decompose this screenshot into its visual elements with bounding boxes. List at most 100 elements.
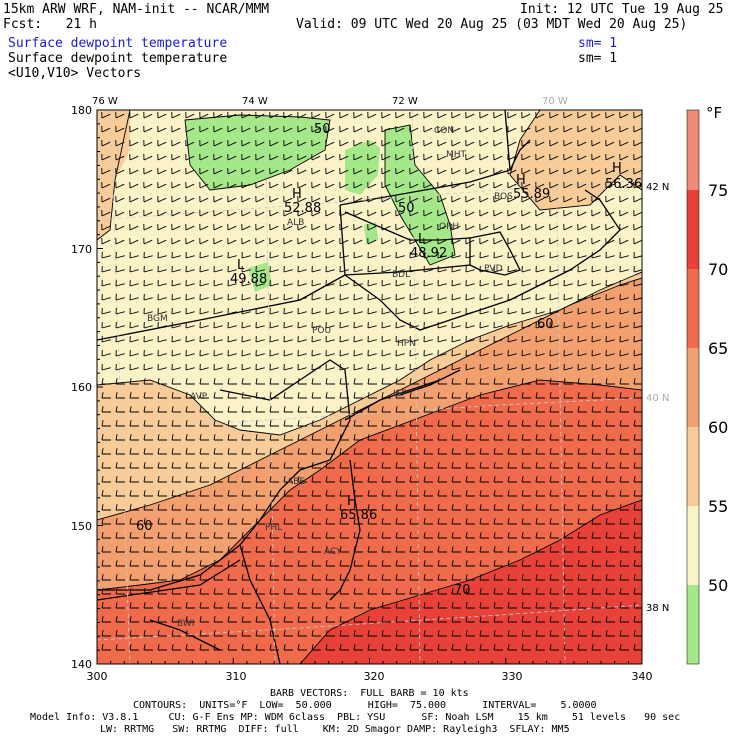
wind-barb — [283, 181, 293, 189]
wind-barb — [129, 111, 139, 119]
wind-barb — [437, 251, 447, 259]
wind-barb — [381, 602, 391, 609]
wind-barb — [185, 223, 195, 231]
wind-barb — [283, 209, 293, 217]
wind-barb — [577, 602, 587, 609]
wind-barb — [227, 476, 237, 483]
wind-barb — [451, 251, 461, 259]
extremum-value: 55.89 — [513, 187, 550, 202]
wind-barb — [115, 335, 125, 343]
wind-barb — [311, 490, 321, 497]
wind-barb — [633, 209, 642, 217]
wind-barb — [213, 139, 223, 147]
wind-barb — [451, 630, 461, 637]
wind-barb — [227, 209, 237, 217]
wind-barb — [409, 237, 419, 245]
wind-barb — [409, 181, 419, 189]
wind-barb — [367, 602, 377, 609]
wind-barb — [157, 167, 167, 175]
wind-barb — [353, 139, 363, 147]
wind-barb — [535, 363, 545, 371]
wind-barb — [507, 518, 517, 525]
wind-barb — [577, 616, 587, 623]
wind-barb — [143, 125, 153, 133]
wind-barb — [241, 644, 251, 651]
wind-barb — [269, 209, 279, 217]
wind-barb — [101, 293, 111, 301]
wind-barb — [311, 504, 321, 511]
wind-barb — [619, 504, 629, 511]
wind-barb — [563, 602, 573, 609]
wind-barb — [479, 181, 489, 189]
wind-barb — [129, 195, 139, 203]
wind-barb — [493, 139, 503, 147]
wind-barb — [577, 111, 587, 119]
wind-barb — [171, 644, 181, 651]
wind-barb — [633, 111, 642, 119]
wind-barb — [451, 434, 461, 441]
wind-barb — [115, 406, 125, 413]
wind-barb — [171, 321, 181, 329]
wind-barb — [633, 335, 642, 343]
wind-barb — [619, 209, 629, 217]
wind-barb — [185, 476, 195, 483]
wind-barb — [381, 490, 391, 497]
station-label: HPN — [397, 339, 416, 349]
wind-barb — [535, 448, 545, 455]
wind-barb — [465, 349, 475, 357]
wind-barb — [563, 335, 573, 343]
wind-barb — [227, 504, 237, 511]
wind-barb — [381, 546, 391, 553]
wind-barb — [255, 139, 265, 147]
wind-barb — [171, 434, 181, 441]
wind-barb — [311, 588, 321, 595]
wind-barb — [353, 111, 363, 119]
wind-barb — [101, 420, 111, 427]
wind-barb — [339, 518, 349, 525]
wind-barb — [185, 560, 195, 567]
wind-barb — [381, 504, 391, 511]
wind-barb — [171, 153, 181, 161]
wind-barb — [269, 616, 279, 623]
wind-barb — [143, 462, 153, 469]
wind-barb — [451, 546, 461, 553]
wind-barb — [297, 251, 307, 259]
wind-barb — [129, 616, 139, 623]
wind-barb — [451, 293, 461, 301]
wind-barb — [507, 125, 517, 133]
wind-barb — [157, 111, 167, 119]
wind-barb — [605, 181, 615, 189]
wind-barb — [409, 349, 419, 357]
wind-barb — [381, 223, 391, 231]
wind-barb — [157, 434, 167, 441]
wind-barb — [465, 153, 475, 161]
wind-barb — [549, 630, 559, 637]
wind-barb — [185, 153, 195, 161]
wind-barb — [367, 209, 377, 217]
wind-barb — [381, 644, 391, 651]
wind-barb — [185, 251, 195, 259]
wind-barb — [171, 167, 181, 175]
wind-barb — [633, 321, 642, 329]
wind-barb — [339, 195, 349, 203]
extremum-marker: H — [612, 161, 622, 176]
wind-barb — [213, 209, 223, 217]
wind-barb — [185, 335, 195, 343]
wind-barb — [129, 560, 139, 567]
wind-barb — [591, 546, 601, 553]
wind-barb — [521, 476, 531, 483]
wind-barb — [563, 490, 573, 497]
wind-barb — [213, 195, 223, 203]
wind-barb — [101, 532, 111, 539]
wind-barb — [381, 209, 391, 217]
wind-barb — [549, 546, 559, 553]
wind-barb — [423, 490, 433, 497]
wind-barb — [395, 392, 405, 399]
shade-below-50-a — [185, 115, 330, 190]
wind-barb — [395, 532, 405, 539]
extremum-value: 49.88 — [230, 272, 267, 287]
wind-barb — [311, 223, 321, 231]
wind-barb — [199, 363, 209, 371]
wind-barb — [213, 307, 223, 315]
wind-barb — [521, 518, 531, 525]
